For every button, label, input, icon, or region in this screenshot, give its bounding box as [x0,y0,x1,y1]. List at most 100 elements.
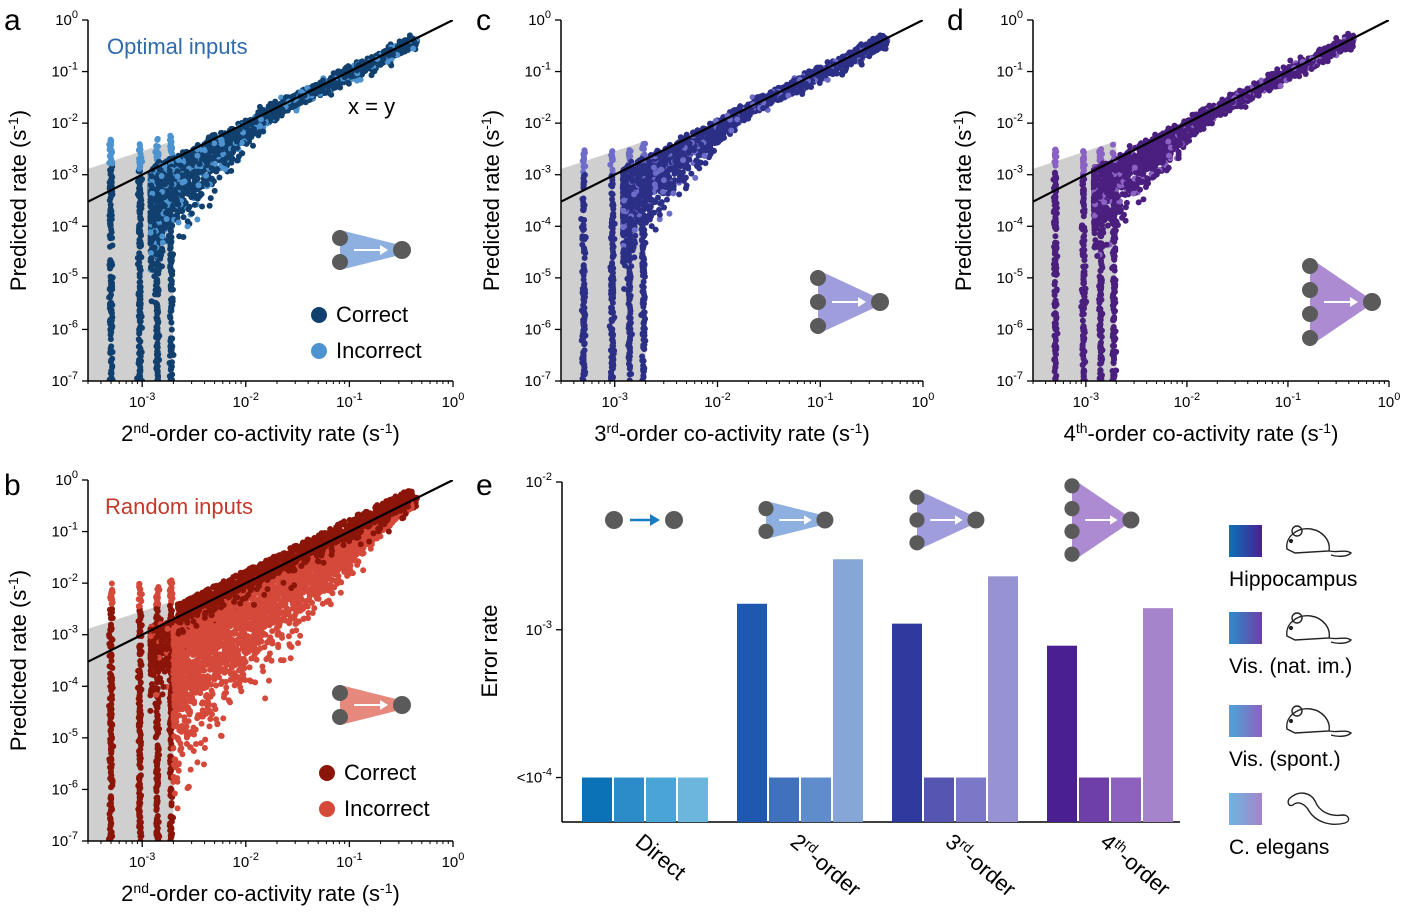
data-point [135,289,142,296]
data-point [171,189,178,196]
data-point [163,209,170,216]
data-point [207,148,214,155]
data-point [154,592,161,599]
data-point [109,681,116,688]
data-point [235,153,242,160]
data-point [179,172,186,179]
data-point [223,154,230,161]
y-tick-label: 10-2 [52,112,78,132]
data-point [137,185,144,192]
data-point [168,303,175,310]
data-point [186,203,193,210]
data-point [136,301,143,308]
data-point [154,340,161,347]
data-point [154,712,161,719]
data-point [136,583,143,590]
data-point [107,670,114,677]
data-point [202,147,209,154]
x-tick-label: 10-3 [129,391,155,411]
motif-output-node [393,241,411,259]
data-point [137,795,144,802]
data-point [147,195,154,202]
data-point [167,262,174,269]
data-point [170,814,177,821]
data-point [136,694,143,701]
data-point [168,365,175,372]
data-point [153,762,160,769]
plot-area [88,20,453,381]
data-point [107,294,114,301]
data-point [153,281,160,288]
data-point [154,701,161,708]
data-point [225,136,232,143]
data-point [108,695,115,702]
data-point [137,368,144,375]
data-point [153,174,160,181]
data-point [153,605,160,612]
panel-letter-c: c [476,4,491,37]
data-point [107,769,114,776]
data-point [147,250,154,257]
data-point [233,138,240,145]
data-point [136,329,143,336]
data-point [384,58,391,65]
data-point [180,234,187,241]
data-point [158,263,165,270]
data-point [190,188,197,195]
data-point [195,182,202,189]
data-point [106,633,113,640]
data-point [153,691,160,698]
data-point [107,784,114,791]
data-point [319,77,326,84]
data-point [154,752,161,759]
motif-arrowhead [380,245,388,255]
data-point [136,752,143,759]
data-point [108,741,115,748]
data-point [180,214,187,221]
data-point [136,318,143,325]
data-point [169,335,176,342]
data-point [359,58,366,65]
data-point [107,615,114,622]
data-point [138,242,145,249]
data-point [136,607,143,614]
data-point [108,140,115,147]
y-axis-label: Predicted rate (s-1) [5,110,31,291]
data-point [107,370,114,377]
data-point [109,355,116,362]
data-point [138,591,145,598]
data-point [151,273,158,280]
data-point [137,710,144,717]
data-point [279,106,286,113]
data-point [108,343,115,350]
data-point [207,195,214,202]
data-point [137,729,144,736]
data-point [137,373,144,380]
data-point [108,687,115,694]
data-point [151,244,158,251]
data-point [137,829,144,836]
data-point [136,643,143,650]
data-point [168,740,175,747]
data-point [155,729,162,736]
data-point [139,176,146,183]
data-point [169,253,176,260]
data-point [159,233,166,240]
data-point [154,823,161,830]
data-point [147,203,154,210]
data-point [136,343,143,350]
data-point [152,291,159,298]
data-point [159,239,166,246]
data-point [159,691,166,698]
data-point [154,136,161,143]
data-point [218,138,225,145]
data-point [154,812,161,819]
data-point [182,189,189,196]
data-point [157,616,164,623]
data-point [137,209,144,216]
data-point [107,676,114,683]
data-point [167,373,174,380]
data-point [166,167,173,174]
data-point [377,61,384,68]
data-point [196,161,203,168]
